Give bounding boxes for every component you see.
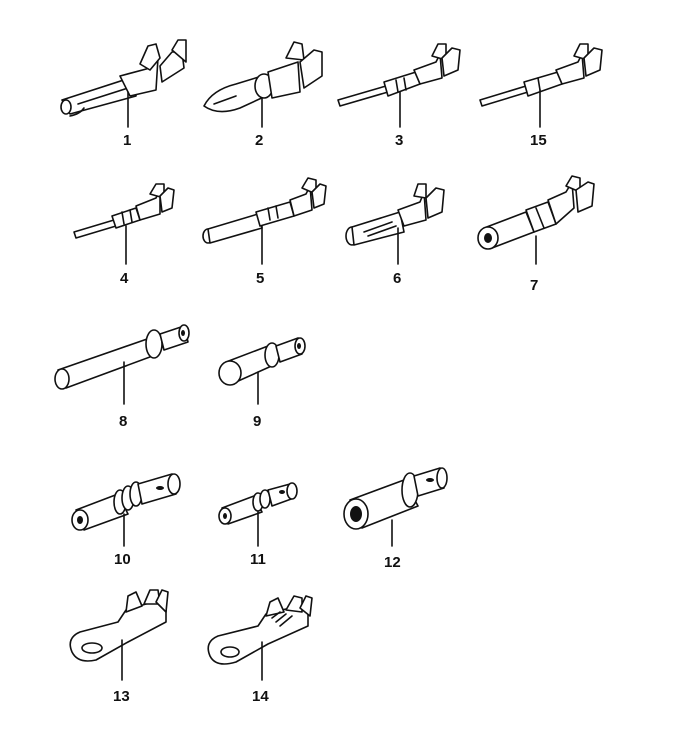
part-9-illustration [218,337,306,405]
part-3-label: 3 [395,132,403,149]
part-11-label: 11 [250,551,266,568]
part-10-illustration [71,473,181,547]
part-5-illustration [202,177,327,265]
part-3-illustration [337,43,461,128]
part-10-label: 10 [114,551,131,568]
part-7-label: 7 [530,277,538,294]
part-4-illustration [73,183,175,265]
part-2-label: 2 [255,132,263,149]
part-7-illustration [477,175,595,265]
part-6-illustration [345,183,445,265]
part-2-illustration [203,41,323,128]
part-9-label: 9 [253,413,261,430]
part-13-label: 13 [113,688,130,705]
part-11-illustration [218,482,298,547]
part-8-label: 8 [119,413,127,430]
part-15-label: 15 [530,132,547,149]
part-12-illustration [343,467,448,547]
part-14-illustration [207,595,313,681]
part-14-label: 14 [252,688,269,705]
part-5-label: 5 [256,270,264,287]
part-1-label: 1 [123,132,131,149]
part-15-illustration [479,43,603,128]
part-12-label: 12 [384,554,401,571]
part-13-illustration [69,589,169,681]
part-6-label: 6 [393,270,401,287]
part-1-illustration [60,39,187,128]
part-8-illustration [54,324,190,405]
part-4-label: 4 [120,270,129,287]
